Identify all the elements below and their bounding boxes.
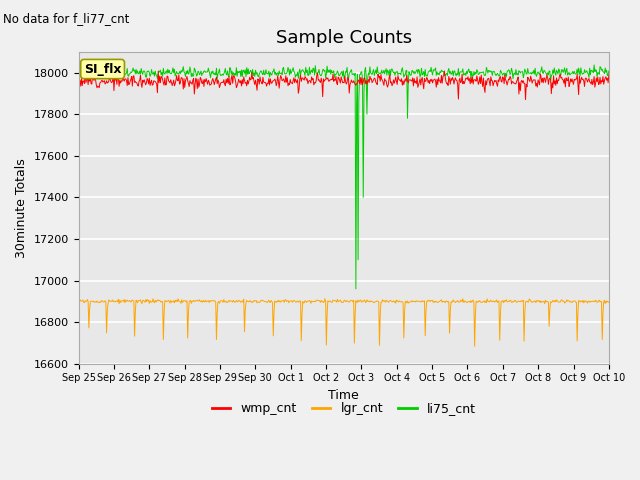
li75_cnt	[139, 72, 147, 77]
lgr_cnt	[75, 298, 83, 304]
wmp_cnt	[139, 77, 147, 83]
Text: No data for f_li77_cnt: No data for f_li77_cnt	[3, 12, 129, 25]
wmp_cnt	[84, 82, 92, 87]
lgr_cnt	[605, 300, 612, 305]
Line: lgr_cnt: lgr_cnt	[79, 299, 609, 346]
li75_cnt	[605, 68, 612, 74]
li75_cnt	[221, 69, 228, 75]
wmp_cnt	[221, 81, 228, 87]
lgr_cnt	[139, 298, 147, 303]
Y-axis label: 30minute Totals: 30minute Totals	[15, 158, 28, 258]
wmp_cnt	[605, 72, 612, 77]
wmp_cnt	[408, 78, 416, 84]
wmp_cnt	[75, 76, 83, 82]
wmp_cnt	[424, 76, 431, 82]
Title: Sample Counts: Sample Counts	[276, 29, 412, 48]
wmp_cnt	[193, 77, 200, 83]
li75_cnt	[75, 70, 83, 75]
li75_cnt	[352, 286, 360, 292]
wmp_cnt	[522, 97, 529, 103]
li75_cnt	[409, 68, 417, 74]
Line: li75_cnt: li75_cnt	[79, 65, 609, 289]
lgr_cnt	[424, 297, 432, 303]
X-axis label: Time: Time	[328, 389, 359, 402]
wmp_cnt	[440, 68, 448, 74]
Legend: wmp_cnt, lgr_cnt, li75_cnt: wmp_cnt, lgr_cnt, li75_cnt	[207, 397, 481, 420]
lgr_cnt	[221, 299, 228, 305]
lgr_cnt	[409, 299, 417, 304]
li75_cnt	[84, 71, 92, 76]
lgr_cnt	[321, 296, 329, 301]
li75_cnt	[590, 62, 598, 68]
Text: SI_flx: SI_flx	[84, 62, 122, 75]
li75_cnt	[193, 73, 200, 79]
lgr_cnt	[471, 343, 479, 349]
Line: wmp_cnt: wmp_cnt	[79, 71, 609, 100]
lgr_cnt	[193, 298, 200, 303]
li75_cnt	[424, 69, 432, 75]
lgr_cnt	[84, 299, 92, 304]
